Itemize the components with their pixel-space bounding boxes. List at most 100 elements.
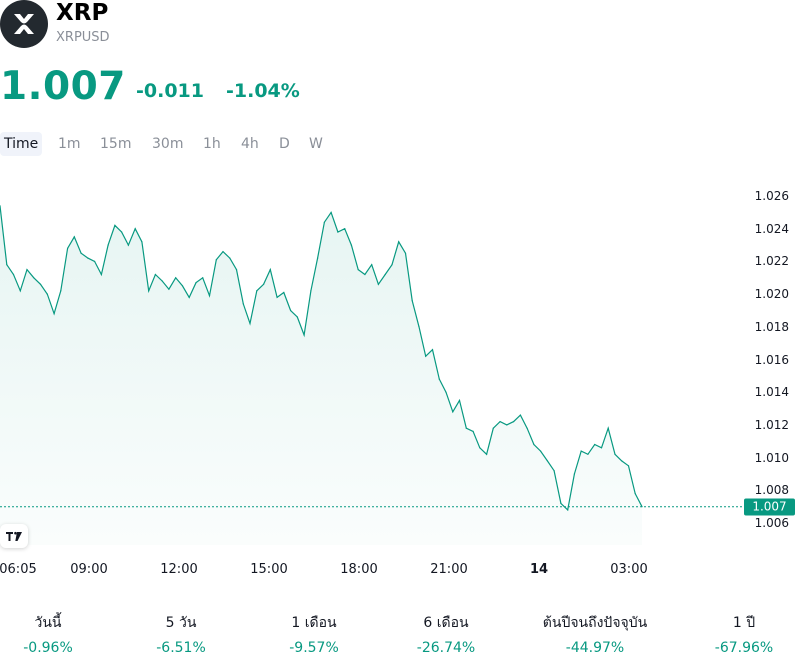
x-tick-label: 03:00 [610, 562, 648, 577]
price-point [148, 290, 150, 292]
y-tick-label: 1.010 [754, 450, 789, 465]
price-point [344, 228, 346, 230]
tradingview-logo-icon[interactable] [0, 524, 28, 548]
y-tick-label: 1.020 [754, 287, 789, 302]
price-point [330, 211, 332, 213]
x-tick-label: 15:00 [250, 562, 288, 577]
x-tick-label: 12:00 [160, 562, 198, 577]
perf-6m[interactable]: 6 เดือน -26.74% [376, 612, 516, 656]
perf-value: -0.96% [23, 640, 73, 656]
price-point [567, 509, 569, 511]
price-point [134, 228, 136, 230]
y-tick-label: 1.006 [754, 516, 789, 530]
price-point [0, 205, 1, 207]
price-point [276, 296, 278, 298]
perf-value: -9.57% [289, 640, 339, 656]
price-point [290, 309, 292, 312]
price-line [0, 205, 643, 512]
price-point [621, 460, 623, 462]
price-point [107, 244, 109, 246]
perf-5d[interactable]: 5 วัน -6.51% [111, 612, 251, 656]
price-point [80, 252, 82, 254]
price-point [296, 316, 298, 318]
price-point [391, 264, 393, 266]
price-point [121, 231, 123, 233]
price-point [19, 290, 21, 292]
price-point [53, 313, 55, 315]
price-point [310, 290, 312, 292]
price-point [229, 257, 231, 259]
y-tick-label: 1.018 [754, 319, 789, 334]
price-point [634, 493, 636, 495]
price-point [202, 277, 204, 279]
symbol-name: XRP [56, 0, 109, 26]
price-chart[interactable] [0, 0, 800, 600]
price-point [371, 264, 373, 266]
price-point [114, 224, 116, 226]
y-tick-label: 1.008 [754, 483, 789, 498]
xrp-logo-icon [0, 0, 48, 48]
price-point [67, 247, 69, 249]
price-point [100, 273, 102, 276]
price-point [195, 282, 197, 284]
price-point [499, 421, 501, 423]
price-point [614, 453, 616, 455]
price-point [377, 283, 379, 285]
price-point [458, 399, 461, 401]
tab-4h[interactable]: 4h [241, 136, 259, 152]
perf-label: 1 ปี [732, 615, 756, 631]
perf-value: -26.74% [416, 640, 476, 656]
price-point [283, 291, 285, 294]
perf-1m[interactable]: 1 เดือน -9.57% [244, 612, 384, 656]
price-point [12, 273, 15, 276]
tab-1m[interactable]: 1m [58, 136, 81, 152]
perf-1y[interactable]: 1 ปี -67.96% [674, 612, 800, 656]
tab-time[interactable]: Time [0, 132, 43, 156]
price-point [235, 269, 238, 271]
price-point [607, 427, 609, 429]
price-point [580, 450, 582, 452]
price-point [60, 290, 62, 292]
quote-row: 1.007 -0.011 -1.04% [0, 64, 800, 109]
price-point [269, 269, 271, 271]
price-point [431, 349, 434, 351]
price-point [573, 473, 576, 475]
price-point [249, 322, 251, 325]
tab-d[interactable]: D [279, 136, 290, 152]
price-point [425, 355, 427, 357]
x-tick-label: 09:00 [70, 562, 108, 577]
price-point [384, 273, 386, 276]
price-point [533, 443, 535, 446]
symbol-header: XRP XRPUSD [0, 0, 800, 52]
perf-today[interactable]: วันนี้ -0.96% [0, 612, 118, 656]
price-point [188, 296, 190, 298]
tab-w[interactable]: W [309, 136, 323, 152]
price-change: -0.011 [136, 80, 204, 102]
price-point [161, 280, 163, 282]
price-point [587, 453, 589, 455]
price-point [256, 290, 258, 292]
price-point [465, 427, 467, 429]
price-point [168, 288, 170, 290]
price-point [154, 273, 156, 276]
y-tick-label: 1.024 [754, 221, 789, 236]
perf-ytd[interactable]: ต้นปีจนถึงปัจจุบัน -44.97% [525, 612, 665, 656]
tab-30m[interactable]: 30m [152, 136, 184, 152]
price-point [553, 470, 555, 472]
price-point [263, 283, 265, 285]
price-area-fill [0, 205, 642, 546]
price-point [208, 295, 211, 297]
tab-15m[interactable]: 15m [100, 136, 132, 152]
price-point [472, 430, 474, 432]
price-point [350, 244, 352, 246]
perf-label: ต้นปีจนถึงปัจจุบัน [542, 615, 648, 631]
price-point [506, 424, 508, 426]
current-price-tag: 1.007 [744, 498, 795, 516]
y-tick-label: 1.014 [754, 385, 789, 400]
price-point [560, 502, 562, 504]
price-point [94, 260, 96, 262]
price-point [492, 427, 494, 429]
perf-value: -6.51% [156, 640, 206, 656]
perf-value: -67.96% [714, 640, 774, 656]
tab-1h[interactable]: 1h [203, 136, 221, 152]
